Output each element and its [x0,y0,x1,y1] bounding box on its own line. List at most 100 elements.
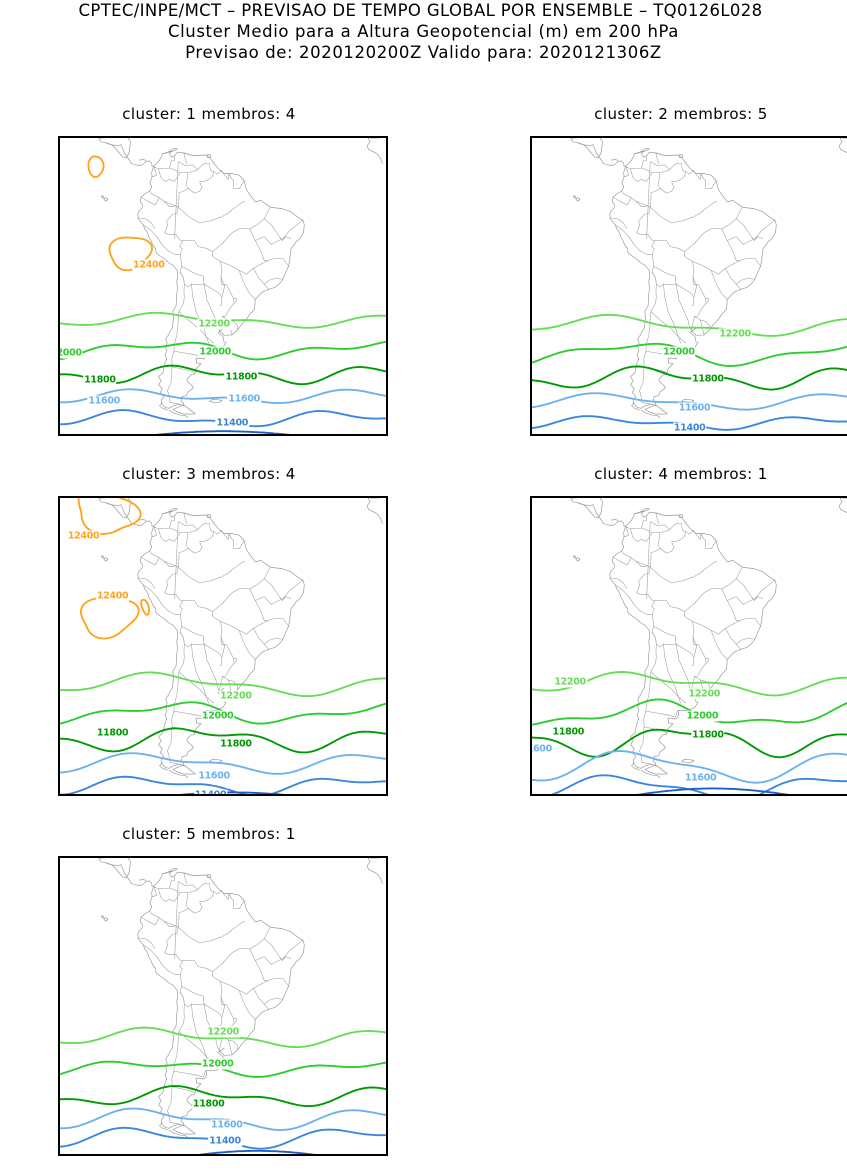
x-tick [361,794,362,796]
contour-label: 12400 [95,590,130,602]
y-tick [58,778,60,779]
x-tick [180,1154,181,1156]
contour-label: 12200 [553,676,587,688]
y-tick [530,638,532,639]
y-tick [530,298,532,299]
panel-title-cluster-1: cluster: 1 membros: 4 [122,105,296,123]
y-tick [58,1078,60,1079]
contour-label: 11600 [683,772,718,784]
y-tick [530,398,532,399]
geography-layer [98,138,383,419]
y-tick [58,358,60,359]
y-tick [58,738,60,739]
y-tick [58,178,60,179]
contour-map-cluster-1 [60,138,386,434]
x-tick [71,1154,72,1156]
x-tick [216,434,217,436]
header-line-times: Previsao de: 2020120200Z Valido para: 20… [185,43,662,62]
x-tick [761,794,762,796]
contour-label: 11400 [672,422,707,434]
contour-label: 11600 [677,402,712,414]
x-tick [216,1154,217,1156]
panel-cluster-1: cluster: 1 membros: 4 12400 12200 2000 12000… [20,105,398,456]
x-tick [579,794,580,796]
contour-label: 11800 [95,727,130,739]
y-tick [530,778,532,779]
contour-label: 12200 [197,318,231,330]
y-tick [530,558,532,559]
x-tick [252,794,253,796]
geography-layer [570,498,847,779]
x-tick [143,1154,144,1156]
geography-layer [98,498,383,779]
panel-title-cluster-2: cluster: 2 membros: 5 [594,105,768,123]
chart-header: CPTEC/INPE/MCT – PREVISAO DE TEMPO GLOBA… [0,0,847,63]
panel-cluster-5: cluster: 5 membros: 1 12200 12000 11800 1160… [20,825,398,1176]
y-tick [58,398,60,399]
y-tick [530,618,532,619]
panel-title-cluster-5: cluster: 5 membros: 1 [122,825,296,843]
x-tick [797,434,798,436]
x-tick [797,794,798,796]
y-tick [530,178,532,179]
plot-area-cluster-4: 122001220012000118001180016001160015N10N… [530,496,847,796]
contour-label: 12200 [219,690,253,702]
contour-label: 12200 [687,688,722,700]
x-tick [688,794,689,796]
contour-label: 11800 [219,738,253,750]
y-tick [58,1098,60,1099]
y-tick [58,1018,60,1019]
y-tick [530,738,532,739]
y-tick [58,538,60,539]
y-tick [530,378,532,379]
contour-label: 2000 [60,347,83,359]
y-tick [58,618,60,619]
x-tick [252,434,253,436]
header-line-variable: Cluster Medio para a Altura Geopotencial… [167,22,680,41]
x-tick [180,794,181,796]
y-tick [58,138,60,139]
plot-area-cluster-2: 122001200011800116001140015N10N5NEQ5S10S… [530,136,847,436]
y-tick [58,598,60,599]
x-tick [325,1154,326,1156]
y-tick [58,858,60,859]
y-tick [58,698,60,699]
contour-label: 12000 [685,710,720,722]
y-tick [530,718,532,719]
geography-layer [98,858,383,1139]
y-tick [530,758,532,759]
y-tick [58,578,60,579]
header-line-model: CPTEC/INPE/MCT – PREVISAO DE TEMPO GLOBA… [78,1,763,20]
x-tick [688,434,689,436]
x-tick [724,794,725,796]
panel-title-cluster-4: cluster: 4 membros: 1 [594,465,768,483]
y-tick [58,998,60,999]
x-tick [289,1154,290,1156]
y-tick [58,378,60,379]
x-tick [107,794,108,796]
x-tick [325,794,326,796]
y-tick [58,418,60,419]
x-tick [724,434,725,436]
y-tick [58,1138,60,1139]
y-tick [58,938,60,939]
contour-label: 11400 [215,417,250,429]
contour-map-cluster-5 [60,858,386,1154]
contour-label: 11800 [191,1098,226,1110]
contour-label: 11600 [87,395,121,407]
contour-label: 12400 [132,259,166,271]
x-tick [71,434,72,436]
y-tick [530,498,532,499]
y-tick [58,658,60,659]
y-tick [58,918,60,919]
x-tick [289,434,290,436]
contour-label: 11800 [224,371,259,383]
plot-area-cluster-3: 12400 12400 12200 12000 11800 11800 11600 11400… [58,496,388,796]
x-tick [615,434,616,436]
y-tick [530,658,532,659]
contour-label: 11800 [83,374,117,386]
y-tick [58,878,60,879]
y-tick [530,678,532,679]
y-tick [58,1118,60,1119]
x-tick [107,1154,108,1156]
